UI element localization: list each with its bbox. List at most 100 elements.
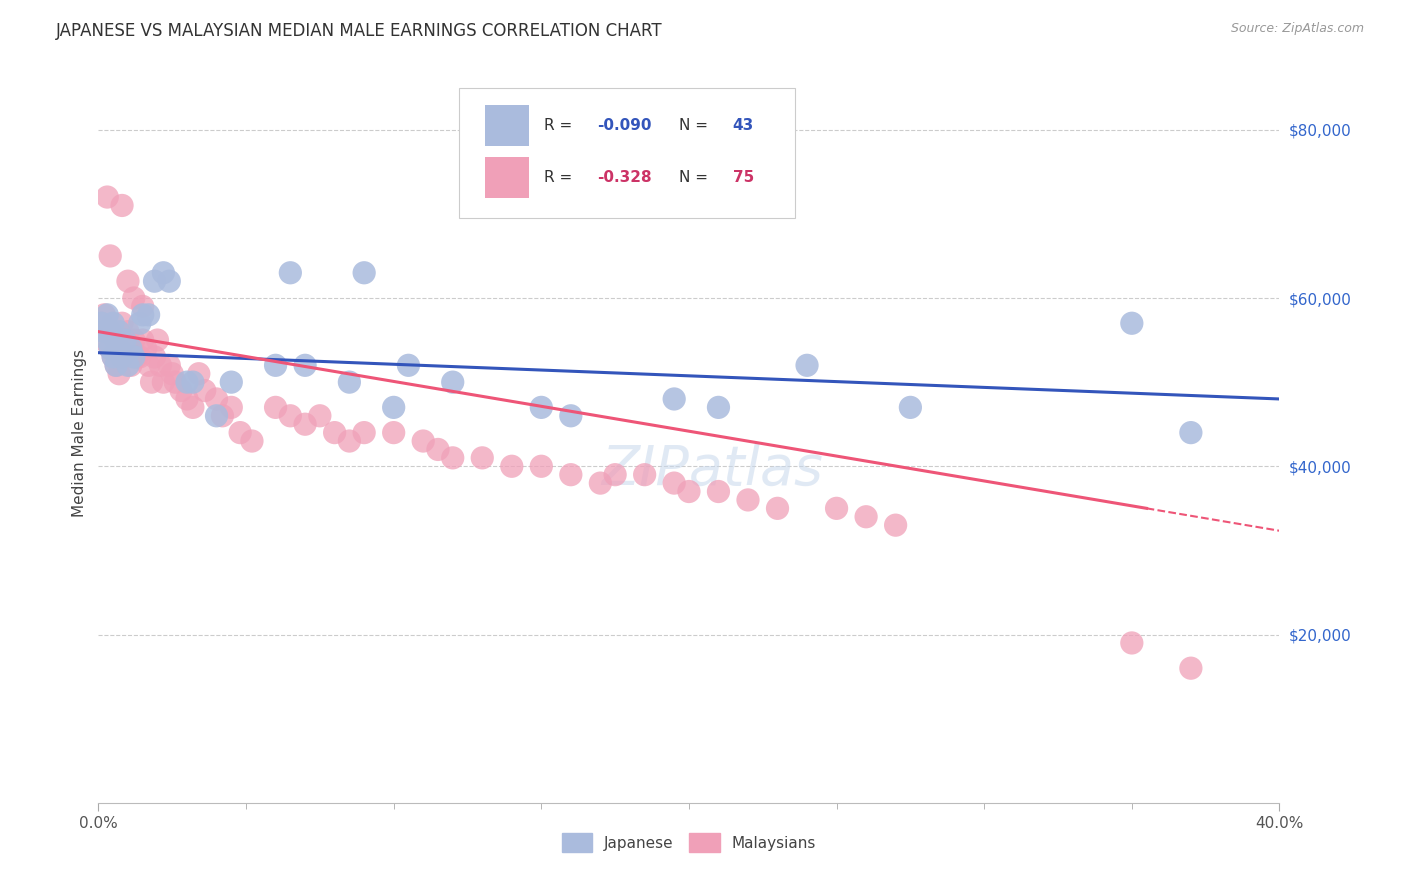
Point (143, 350, 166, 364)
Point (737, 492, 759, 507)
Point (796, 359, 818, 373)
Text: R =: R = (544, 118, 576, 133)
Point (530, 401, 553, 415)
Point (353, 266, 375, 280)
Point (294, 359, 316, 373)
Point (884, 518, 907, 533)
Point (96, 333, 118, 347)
Text: -0.090: -0.090 (596, 118, 651, 133)
Point (108, 342, 131, 356)
Point (323, 425, 346, 440)
Point (114, 333, 136, 347)
Point (398, 359, 420, 373)
Point (103, 350, 125, 364)
Point (766, 501, 789, 516)
Point (152, 266, 174, 280)
Point (93, 333, 115, 347)
Point (1180, 425, 1202, 440)
Point (187, 367, 209, 381)
Point (120, 342, 142, 356)
Text: N =: N = (679, 118, 713, 133)
Point (240, 434, 263, 448)
Point (634, 467, 657, 482)
Point (900, 401, 922, 415)
Point (221, 401, 243, 415)
Point (339, 434, 361, 448)
Point (143, 274, 166, 288)
Point (382, 425, 405, 440)
Point (132, 300, 155, 314)
Point (114, 333, 136, 347)
Point (205, 409, 228, 423)
Point (1121, 636, 1143, 650)
Text: JAPANESE VS MALAYSIAN MEDIAN MALE EARNINGS CORRELATION CHART: JAPANESE VS MALAYSIAN MEDIAN MALE EARNIN… (56, 22, 662, 40)
Point (221, 375, 243, 389)
Point (122, 333, 145, 347)
Point (105, 333, 128, 347)
Point (280, 266, 302, 280)
Point (157, 359, 180, 373)
Text: 43: 43 (733, 118, 754, 133)
Point (103, 350, 125, 364)
Point (441, 375, 464, 389)
Point (93, 325, 115, 339)
Point (105, 359, 128, 373)
Point (111, 350, 134, 364)
Point (111, 316, 134, 330)
Point (707, 401, 730, 415)
Point (132, 308, 155, 322)
Point (205, 392, 228, 406)
Point (125, 350, 148, 364)
FancyBboxPatch shape (485, 105, 530, 145)
Point (138, 359, 160, 373)
Point (105, 359, 128, 373)
Point (353, 425, 375, 440)
Point (264, 401, 287, 415)
FancyBboxPatch shape (485, 157, 530, 197)
Point (98, 342, 121, 356)
Point (103, 316, 125, 330)
Point (120, 342, 142, 356)
Point (501, 459, 523, 474)
Point (117, 325, 139, 339)
Legend: Japanese, Malaysians: Japanese, Malaysians (555, 827, 823, 858)
Point (128, 316, 150, 330)
Point (560, 409, 582, 423)
Point (111, 198, 134, 212)
Point (264, 359, 287, 373)
Point (1121, 316, 1143, 330)
Point (280, 409, 302, 423)
Point (678, 484, 700, 499)
Point (132, 333, 155, 347)
Point (181, 375, 204, 389)
Point (309, 409, 332, 423)
Point (96, 308, 118, 322)
Point (98, 325, 121, 339)
Point (98, 342, 121, 356)
Point (427, 442, 450, 457)
Point (162, 367, 183, 381)
Y-axis label: Median Male Earnings: Median Male Earnings (72, 349, 87, 516)
Point (664, 476, 686, 491)
Point (93, 308, 115, 322)
Point (114, 350, 136, 364)
Text: -0.328: -0.328 (596, 169, 651, 185)
Point (382, 401, 405, 415)
Point (117, 274, 139, 288)
Point (1180, 661, 1202, 675)
Point (108, 342, 131, 356)
Point (146, 333, 169, 347)
Point (825, 501, 848, 516)
Point (229, 425, 252, 440)
Point (108, 367, 131, 381)
Point (560, 467, 582, 482)
FancyBboxPatch shape (458, 88, 796, 218)
Point (108, 325, 131, 339)
Point (707, 484, 730, 499)
Point (149, 359, 172, 373)
Point (170, 384, 193, 398)
Point (90, 316, 112, 330)
Point (530, 459, 553, 474)
Point (176, 375, 198, 389)
Point (152, 375, 174, 389)
